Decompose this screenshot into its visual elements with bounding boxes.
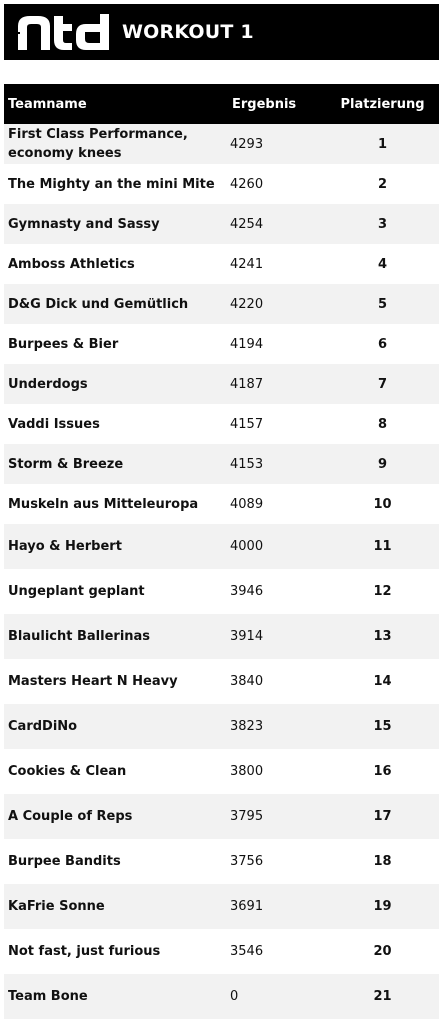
- table-row: A Couple of Reps 3795 17: [4, 794, 439, 839]
- column-header-team: Teamname: [8, 96, 87, 112]
- score-cell: 4000: [230, 539, 264, 554]
- score-cell: 0: [230, 989, 239, 1004]
- table-row: Cookies & Clean 3800 16: [4, 749, 439, 794]
- team-cell: A Couple of Reps: [8, 809, 133, 824]
- score-cell: 3823: [230, 719, 264, 734]
- rank-cell: 3: [377, 216, 388, 232]
- team-cell: The Mighty an the mini Mite: [8, 176, 215, 192]
- rank-cell: 12: [373, 584, 392, 599]
- table-row: Amboss Athletics 4241 4: [4, 244, 439, 284]
- score-cell: 3800: [230, 764, 264, 779]
- score-cell: 4187: [230, 376, 264, 392]
- team-cell: Masters Heart N Heavy: [8, 674, 178, 689]
- team-cell: Burpees & Bier: [8, 336, 119, 352]
- table-row: Blaulicht Ballerinas 3914 13: [4, 614, 439, 659]
- team-cell: Not fast, just furious: [8, 944, 161, 959]
- column-header-rank: Platzierung: [340, 96, 425, 112]
- table-row: D&G Dick und Gemütlich 4220 5: [4, 284, 439, 324]
- column-header-score: Ergebnis: [232, 96, 297, 112]
- table-row: Burpee Bandits 3756 18: [4, 839, 439, 884]
- table-row: Vaddi Issues 4157 8: [4, 404, 439, 444]
- table-row: Masters Heart N Heavy 3840 14: [4, 659, 439, 704]
- score-cell: 3756: [230, 854, 264, 869]
- rank-cell: 14: [373, 674, 392, 689]
- rank-cell: 8: [377, 416, 388, 432]
- score-cell: 4293: [230, 136, 264, 152]
- rank-cell: 1: [377, 136, 388, 152]
- rank-cell: 17: [373, 809, 392, 824]
- score-cell: 4241: [230, 256, 264, 272]
- table-row: Underdogs 4187 7: [4, 364, 439, 404]
- rank-cell: 5: [377, 296, 388, 312]
- team-cell: Ungeplant geplant: [8, 584, 145, 599]
- team-cell: D&G Dick und Gemütlich: [8, 296, 189, 312]
- rank-cell: 21: [373, 989, 392, 1004]
- table-header: Teamname Ergebnis Platzierung: [4, 84, 439, 124]
- table-row: Gymnasty and Sassy 4254 3: [4, 204, 439, 244]
- score-cell: 4220: [230, 296, 264, 312]
- team-cell: Hayo & Herbert: [8, 539, 122, 554]
- table-body: First Class Performance, economy knees 42…: [4, 124, 439, 1019]
- score-cell: 4153: [230, 456, 264, 472]
- team-cell: Amboss Athletics: [8, 256, 135, 272]
- team-cell: Cookies & Clean: [8, 764, 127, 779]
- table-row: Not fast, just furious 3546 20: [4, 929, 439, 974]
- score-cell: 4254: [230, 216, 264, 232]
- team-cell: Storm & Breeze: [8, 456, 124, 472]
- table-row: The Mighty an the mini Mite 4260 2: [4, 164, 439, 204]
- score-cell: 4089: [230, 496, 264, 512]
- team-cell: KaFrie Sonne: [8, 899, 105, 914]
- results-table: Teamname Ergebnis Platzierung First Clas…: [4, 84, 439, 1019]
- team-cell: Burpee Bandits: [8, 854, 121, 869]
- rank-cell: 9: [377, 456, 388, 472]
- rank-cell: 19: [373, 899, 392, 914]
- page-header: WORKOUT 1: [4, 4, 439, 60]
- score-cell: 3546: [230, 944, 264, 959]
- table-row: Hayo & Herbert 4000 11: [4, 524, 439, 569]
- team-cell: Gymnasty and Sassy: [8, 216, 160, 232]
- team-cell: Team Bone: [8, 989, 88, 1004]
- team-cell: CardDiNo: [8, 719, 78, 734]
- score-cell: 3914: [230, 629, 264, 644]
- table-row: Storm & Breeze 4153 9: [4, 444, 439, 484]
- rank-cell: 13: [373, 629, 392, 644]
- team-cell: Blaulicht Ballerinas: [8, 629, 151, 644]
- rank-cell: 18: [373, 854, 392, 869]
- score-cell: 4157: [230, 416, 264, 432]
- score-cell: 3795: [230, 809, 264, 824]
- table-row: Team Bone 0 21: [4, 974, 439, 1019]
- score-cell: 4194: [230, 336, 264, 352]
- rank-cell: 2: [377, 176, 388, 192]
- rank-cell: 11: [373, 539, 392, 554]
- rank-cell: 10: [373, 496, 392, 512]
- table-row: KaFrie Sonne 3691 19: [4, 884, 439, 929]
- rank-cell: 4: [377, 256, 388, 272]
- table-row: Ungeplant geplant 3946 12: [4, 569, 439, 614]
- rank-cell: 7: [377, 376, 388, 392]
- rank-cell: 15: [373, 719, 392, 734]
- score-cell: 3691: [230, 899, 264, 914]
- team-cell: First Class Performance, economy knees: [8, 127, 188, 161]
- team-cell: Underdogs: [8, 376, 88, 392]
- team-cell: Vaddi Issues: [8, 416, 100, 432]
- score-cell: 3946: [230, 584, 264, 599]
- score-cell: 3840: [230, 674, 264, 689]
- table-row: Muskeln aus Mitteleuropa 4089 10: [4, 484, 439, 524]
- table-row: First Class Performance, economy knees 42…: [4, 124, 439, 164]
- rank-cell: 6: [377, 336, 388, 352]
- team-cell: Muskeln aus Mitteleuropa: [8, 496, 199, 512]
- page-title: WORKOUT 1: [122, 21, 254, 43]
- rank-cell: 20: [373, 944, 392, 959]
- score-cell: 4260: [230, 176, 264, 192]
- ntd-logo: [18, 14, 109, 50]
- table-row: Burpees & Bier 4194 6: [4, 324, 439, 364]
- rank-cell: 16: [373, 764, 392, 779]
- table-row: CardDiNo 3823 15: [4, 704, 439, 749]
